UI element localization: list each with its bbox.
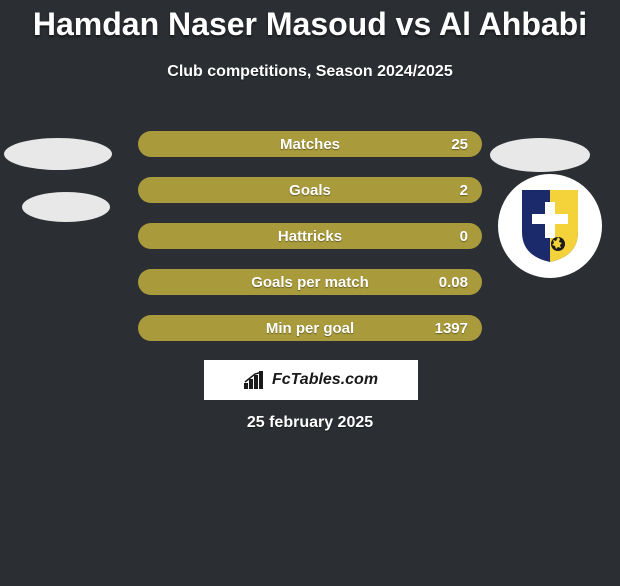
stat-label: Matches <box>280 136 340 153</box>
date-text: 25 february 2025 <box>0 414 620 432</box>
stat-label: Min per goal <box>266 320 354 337</box>
bar-chart-icon <box>244 371 266 389</box>
stat-bar: Matches 25 <box>138 131 482 157</box>
source-logo: FcTables.com <box>204 360 418 400</box>
stat-bar: Goals 2 <box>138 177 482 203</box>
page-title: Hamdan Naser Masoud vs Al Ahbabi <box>0 6 620 43</box>
subtitle: Club competitions, Season 2024/2025 <box>0 63 620 81</box>
stat-bar: Hattricks 0 <box>138 223 482 249</box>
stat-value: 1397 <box>435 320 468 337</box>
avatar-placeholder-shape <box>22 192 110 222</box>
stat-value: 25 <box>451 136 468 153</box>
club-badge <box>498 174 602 278</box>
logo-text: FcTables.com <box>272 371 378 389</box>
stat-value: 0 <box>460 228 468 245</box>
player-avatar-left <box>4 118 104 218</box>
stat-value: 0.08 <box>439 274 468 291</box>
stat-label: Goals per match <box>251 274 369 291</box>
avatar-placeholder-shape <box>490 138 590 172</box>
stat-label: Hattricks <box>278 228 342 245</box>
stats-bars: Matches 25 Goals 2 Hattricks 0 Goals per… <box>138 131 482 361</box>
stat-bar: Min per goal 1397 <box>138 315 482 341</box>
stat-bar: Goals per match 0.08 <box>138 269 482 295</box>
stat-label: Goals <box>289 182 331 199</box>
shield-icon <box>518 188 582 264</box>
avatar-placeholder-shape <box>4 138 112 170</box>
stat-value: 2 <box>460 182 468 199</box>
